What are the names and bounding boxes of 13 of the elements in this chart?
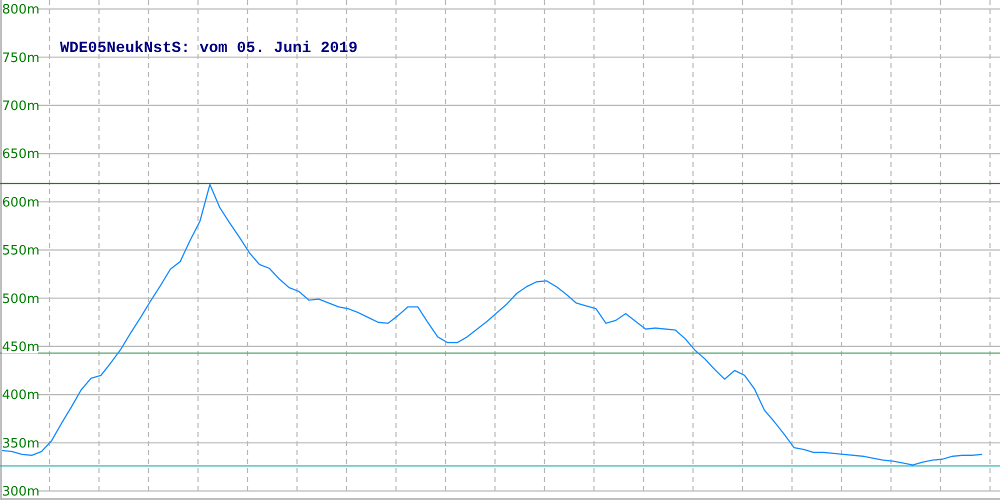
y-tick-label: 300m	[2, 484, 40, 500]
y-tick-label: 400m	[2, 388, 40, 404]
y-tick-label: 550m	[2, 244, 40, 259]
y-tick-label: 350m	[2, 436, 40, 452]
y-tick-label: 450m	[2, 340, 40, 355]
y-tick-label: 500m	[2, 292, 40, 307]
line-series	[1, 184, 983, 466]
y-tick-label: 700m	[2, 98, 40, 114]
text: WDE05NeukNstS: vom 05. Juni 2019	[60, 39, 358, 57]
y-tick-label: 600m	[2, 195, 40, 210]
y-tick-label: 750m	[2, 50, 40, 66]
y-tick-label: 800m	[2, 2, 40, 18]
y-tick-label: 650m	[2, 147, 40, 162]
